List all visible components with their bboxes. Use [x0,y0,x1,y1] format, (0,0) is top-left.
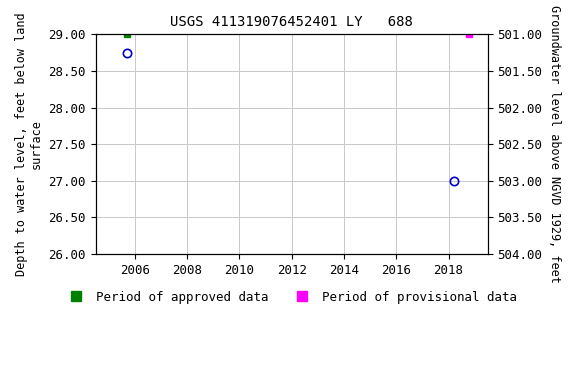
Y-axis label: Groundwater level above NGVD 1929, feet: Groundwater level above NGVD 1929, feet [548,5,561,283]
Y-axis label: Depth to water level, feet below land
surface: Depth to water level, feet below land su… [15,12,43,276]
Legend: Period of approved data, Period of provisional data: Period of approved data, Period of provi… [62,286,522,310]
Title: USGS 411319076452401 LY   688: USGS 411319076452401 LY 688 [170,15,413,29]
